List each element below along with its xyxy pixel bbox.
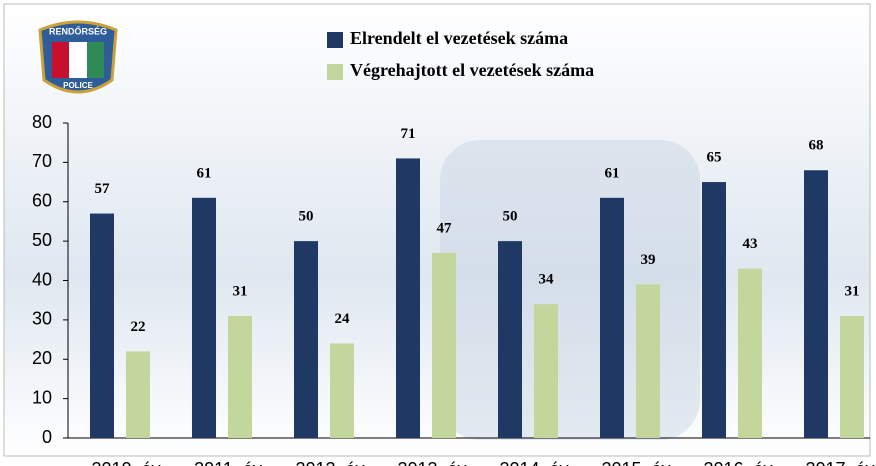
x-tick-label: 2012. év [295,459,364,466]
bar [534,304,558,438]
y-tick-label: 70 [32,151,52,171]
x-tick-label: 2011. év [194,459,262,466]
bar [126,351,150,438]
bar [192,197,216,438]
x-tick-label: 2010. év [91,459,160,466]
value-label: 31 [845,283,860,299]
bar [294,241,318,438]
value-label: 71 [401,126,416,142]
y-tick-label: 0 [42,427,52,447]
legend-swatch [327,64,343,80]
x-tick-label: 2015. év [601,459,670,466]
x-tick-label: 2013. év [397,459,466,466]
x-tick-label: 2016. év [703,459,772,466]
legend-swatch [327,32,343,48]
bar [330,343,354,438]
logo: RENDŐRSÉG POLICE [38,20,118,94]
value-label: 43 [743,236,758,252]
value-label: 61 [605,165,620,181]
y-tick-label: 20 [32,348,52,368]
y-tick-label: 30 [32,309,52,329]
x-tick-label: 2017. év [805,459,874,466]
value-label: 24 [335,311,351,327]
value-label: 31 [233,283,248,299]
bar [702,182,726,438]
value-label: 47 [437,220,453,236]
legend-label: Elrendelt el vezetések száma [350,28,568,48]
bar [90,213,114,438]
bar [840,315,864,438]
background-building [440,140,700,440]
bar [228,315,252,438]
value-label: 61 [197,165,212,181]
bar [396,158,420,438]
bar [600,197,624,438]
y-tick-label: 40 [32,269,52,289]
bar [498,241,522,438]
y-tick-label: 80 [32,112,52,132]
y-tick-label: 10 [32,387,52,407]
bar [636,284,660,438]
bar [738,268,762,438]
value-label: 50 [503,209,518,225]
value-label: 39 [641,252,656,268]
value-label: 68 [809,138,824,154]
value-label: 65 [707,150,722,166]
legend-label: Végrehajtott el vezetések száma [350,60,594,80]
bar [432,252,456,438]
value-label: 57 [95,181,111,197]
y-tick-label: 50 [32,230,52,250]
value-label: 50 [299,209,314,225]
value-label: 22 [131,319,146,335]
value-label: 34 [539,272,555,288]
y-tick-label: 60 [32,191,52,211]
logo-top: RENDŐRSÉG [49,25,107,36]
x-tick-label: 2014. év [499,459,568,466]
logo-bottom: POLICE [63,81,93,90]
bar [804,170,828,438]
